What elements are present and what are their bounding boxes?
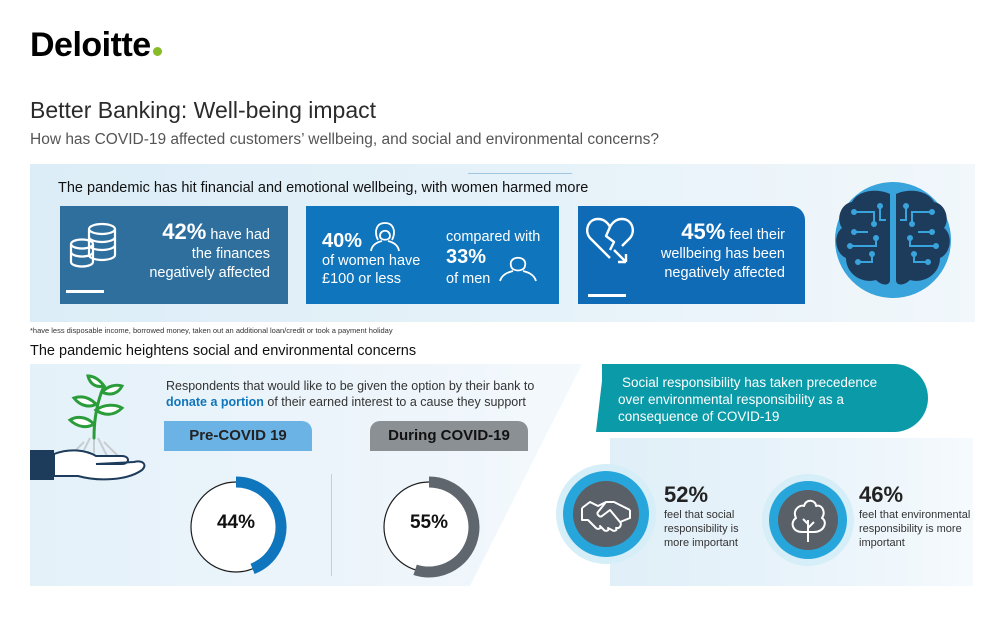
donut-divider [331, 474, 332, 576]
during-covid-arc [413, 476, 480, 578]
wellbeing-pct: 45% [681, 219, 726, 244]
responsibility-banner [602, 364, 928, 432]
tree-icon [791, 499, 826, 542]
finances-text: 42% have had the finances negatively aff… [149, 219, 270, 283]
during-covid-pct: 55% [409, 512, 449, 533]
banner-line1: Social responsibility has taken preceden… [622, 375, 878, 390]
band-rule [468, 173, 572, 174]
compared-with: compared with [446, 229, 541, 245]
women-stat: 40% [322, 230, 362, 253]
banner-line3: consequence of COVID-19 [618, 409, 780, 424]
men-line: of men [446, 271, 491, 287]
respondents-text: Respondents that would like to be given … [166, 378, 534, 410]
social-line3: more important [664, 537, 738, 549]
finances-card: 42% have had the finances negatively aff… [60, 206, 288, 304]
respondents-line1: Respondents that would like to be given … [166, 379, 535, 393]
pre-covid-label: Pre-COVID 19 [164, 421, 312, 451]
broken-heart-icon [586, 217, 634, 264]
man-icon [499, 256, 537, 282]
wellbeing-line1: feel their [729, 227, 785, 243]
env-line2: responsibility is more [859, 523, 962, 535]
environmental-responsibility-badge [762, 474, 854, 566]
env-line1: feel that environmental [859, 509, 971, 521]
concerns-heading: The pandemic heightens social and enviro… [30, 343, 417, 359]
during-covid-label: During COVID-19 [370, 421, 528, 451]
footnote: *have less disposable income, borrowed m… [30, 326, 393, 335]
women-pct: 40% [322, 230, 363, 252]
deloitte-logo: Deloitte [30, 26, 162, 65]
donate-highlight: donate a portion [166, 395, 264, 409]
page-title: Better Banking: Well-being impact [30, 97, 377, 123]
women-line2: £100 or less [322, 271, 401, 287]
banner-text: Social responsibility has taken preceden… [618, 374, 877, 425]
env-line3: important [859, 537, 905, 549]
env-pct: 46% [859, 482, 904, 507]
social-line1: feel that social [664, 509, 735, 521]
finances-pct: 42% [162, 219, 207, 244]
env-text: feel that environmental responsibility i… [859, 508, 970, 550]
coins-icon [69, 222, 117, 268]
social-text: feel that social responsibility is more … [664, 508, 739, 550]
wellbeing-line2: wellbeing has been [660, 246, 785, 262]
during-covid-donut [383, 476, 480, 578]
pre-covid-arc [235, 476, 287, 574]
pre-covid-donut [190, 476, 287, 574]
social-line2: responsibility is [664, 523, 739, 535]
logo-green-dot [152, 47, 162, 56]
respondents-line2: of their earned interest to a cause they… [267, 395, 526, 409]
finances-line1: have had [210, 227, 270, 243]
wellbeing-heading: The pandemic has hit financial and emoti… [58, 180, 589, 196]
men-pct: 33% [446, 246, 487, 268]
wellbeing-line3: negatively affected [664, 265, 785, 281]
women-men-card: 40% of women have £100 or less compared … [306, 206, 559, 304]
woman-icon [370, 222, 400, 252]
finances-line3: negatively affected [149, 265, 270, 281]
wellbeing-card: 45% feel their wellbeing has been negati… [578, 206, 805, 304]
women-line1: of women have [322, 253, 421, 269]
handshake-icon [581, 501, 631, 532]
card-underline [588, 294, 626, 297]
page-subtitle: How has COVID-19 affected customers’ wel… [30, 131, 659, 148]
banner-line2: over environmental responsibility as a [618, 392, 844, 407]
finances-line2: the finances [191, 246, 270, 262]
brain-circuit-icon [835, 182, 951, 298]
social-responsibility-badge [556, 464, 656, 564]
plant-in-hand-icon [30, 374, 146, 481]
pre-covid-pct: 44% [216, 512, 256, 533]
wellbeing-text: 45% feel their wellbeing has been negati… [660, 219, 785, 283]
card-underline [66, 290, 104, 293]
social-pct: 52% [664, 482, 709, 507]
